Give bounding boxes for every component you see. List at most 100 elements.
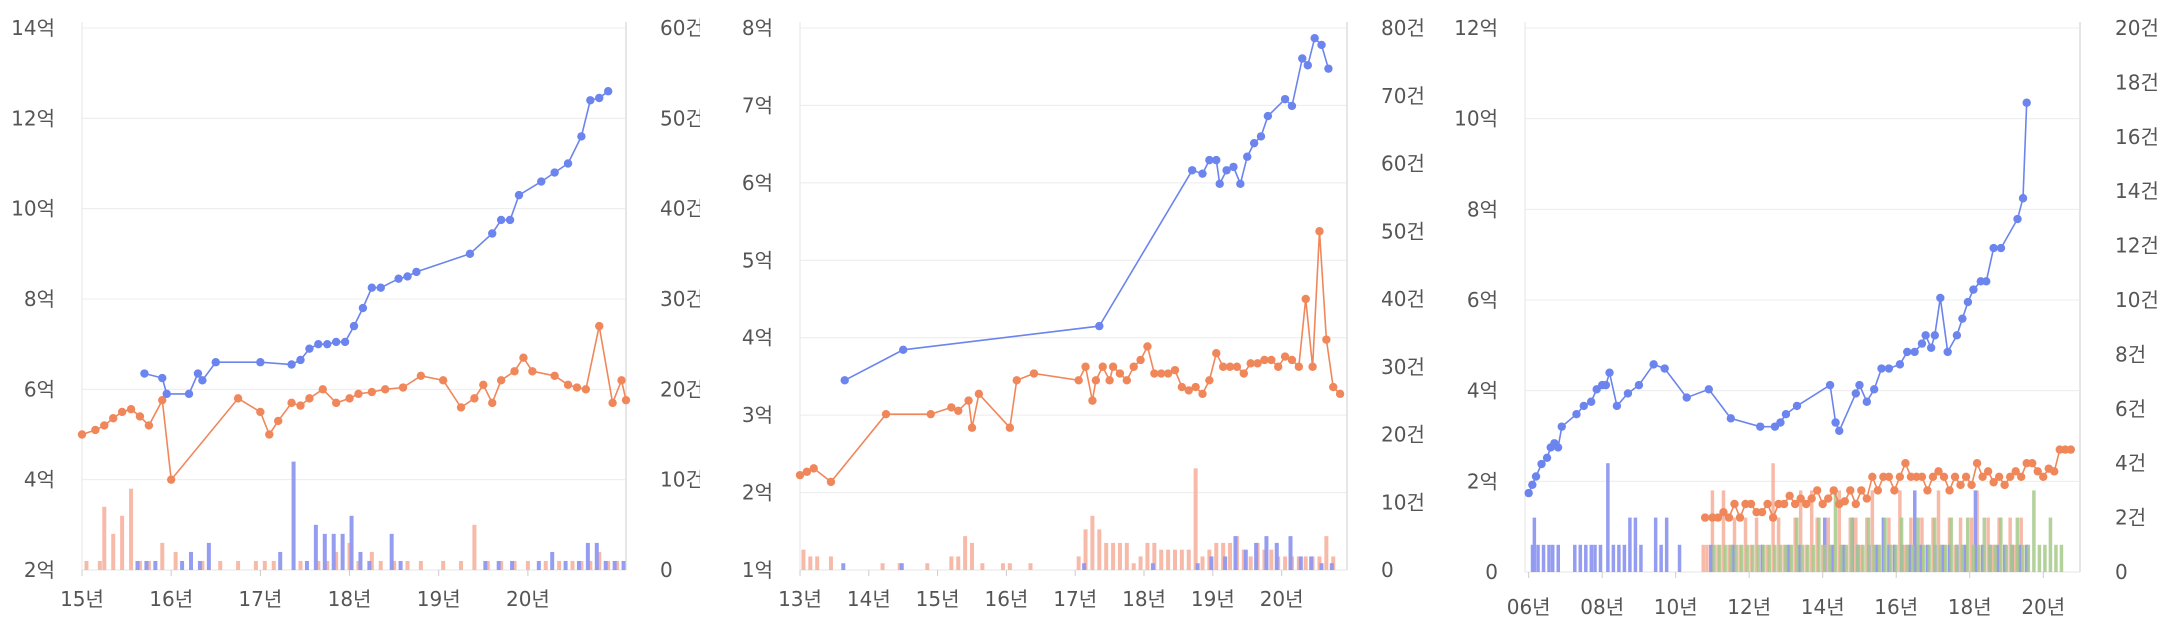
price-series-point	[1572, 409, 1581, 419]
count-series-point	[77, 430, 87, 439]
price-series-point	[1324, 64, 1333, 73]
price-series-point	[1958, 314, 1967, 323]
price-series-line	[1527, 102, 2028, 494]
count-bar-c	[1750, 544, 1755, 572]
count-bar-a	[956, 556, 961, 570]
count-bar-c	[1745, 544, 1749, 572]
count-series-point	[2005, 472, 2015, 481]
count-series-point	[438, 376, 448, 385]
count-bar-b	[358, 551, 363, 570]
x-tick-label: 17년	[1053, 587, 1097, 611]
chart-1-svg: 2억 4억 6억 8억 10억 12억 14억 0 10건 20건 30건 40건 50건 60건 15년 1…	[11, 16, 700, 611]
count-bar-a	[1104, 542, 1109, 570]
count-bar-b	[841, 563, 846, 570]
count-bar-a	[925, 563, 930, 570]
count-bar-c	[1800, 544, 1805, 572]
x-tick-label: 19년	[1191, 587, 1235, 611]
count-series-point	[1115, 369, 1125, 378]
count-series-point	[595, 321, 604, 331]
price-series-point	[193, 369, 203, 378]
count-bar-b	[1209, 556, 1214, 570]
price-series-point	[1198, 169, 1207, 178]
count-series-line	[1705, 448, 2071, 520]
price-series-point	[1222, 166, 1231, 175]
count-bar-b	[144, 560, 149, 570]
price-series-point	[211, 358, 220, 367]
x-tick-label: 18년	[328, 587, 372, 611]
right-tick-label: 10건	[2115, 288, 2159, 312]
count-series-point	[1700, 513, 1710, 522]
price-series-point	[1303, 61, 1312, 70]
right-tick-label: 18건	[2115, 70, 2159, 94]
left-tick-label: 10억	[11, 197, 55, 221]
count-series-point	[479, 380, 488, 390]
count-bar-c	[1850, 517, 1854, 572]
count-series-point	[1928, 472, 1938, 481]
count-bar-a	[808, 556, 813, 570]
count-bar-a	[334, 551, 339, 570]
count-bar-b	[1556, 544, 1560, 572]
count-bar-b	[536, 560, 541, 570]
price-series-point	[305, 344, 314, 353]
x-tick-label: 13년	[778, 587, 822, 611]
count-bar-a	[880, 563, 885, 570]
count-series-point	[1917, 472, 1927, 481]
count-bar-c	[1949, 517, 1953, 572]
right-tick-label: 4건	[2115, 451, 2146, 475]
price-series-point	[1726, 414, 1736, 423]
count-series-point	[1315, 227, 1324, 236]
count-bar-a	[173, 551, 178, 570]
count-bar-b	[180, 560, 185, 570]
count-bar-b	[1830, 544, 1834, 572]
price-series-point	[1205, 155, 1214, 165]
count-bar-a	[369, 551, 374, 570]
count-series-point	[318, 385, 327, 394]
count-bar-b	[1589, 544, 1594, 572]
count-bar-c	[1905, 544, 1909, 572]
count-series-point	[1177, 382, 1187, 392]
count-series-point	[1273, 362, 1283, 371]
count-series-point	[1824, 494, 1833, 503]
count-series-point	[519, 353, 528, 362]
count-bar-a	[1172, 549, 1177, 570]
count-series-point	[1105, 376, 1114, 385]
count-bar-c	[1921, 544, 1926, 572]
count-bar-b	[1530, 544, 1535, 572]
count-bar-c	[2032, 490, 2036, 572]
count-series-point	[1846, 486, 1855, 495]
count-bar-b	[496, 560, 501, 570]
right-tick-label: 40건	[660, 197, 700, 221]
right-tick-label: 70건	[1381, 84, 1425, 108]
right-tick-label: 6건	[2115, 397, 2146, 421]
count-series-point	[581, 385, 591, 394]
price-series-point	[1910, 347, 1919, 357]
count-bar-a	[1870, 490, 1875, 572]
count-series-point	[1136, 355, 1145, 365]
count-series-point	[1719, 507, 1728, 517]
left-tick-label: 14억	[11, 16, 55, 40]
count-bar-b	[1973, 490, 1978, 572]
right-tick-label: 0	[1381, 558, 1394, 582]
price-series-point	[1298, 54, 1307, 63]
count-bar-a	[1090, 515, 1095, 570]
count-series-point	[550, 371, 559, 380]
count-series-point	[826, 477, 836, 487]
price-series-point	[1781, 409, 1791, 419]
count-bar-b	[1664, 517, 1669, 572]
count-bar-a	[557, 560, 562, 570]
count-bar-b	[1288, 536, 1293, 570]
count-series-point	[802, 467, 812, 476]
count-series-point	[1961, 472, 1971, 481]
count-series-point	[1287, 355, 1297, 365]
right-tick-label: 10건	[1381, 490, 1425, 514]
count-bar-b	[1550, 544, 1555, 572]
x-tick-label: 15년	[916, 587, 960, 611]
count-bar-a	[1179, 549, 1184, 570]
count-bar-b	[1797, 544, 1801, 572]
count-series-point	[1934, 467, 1943, 476]
count-series-point	[354, 389, 363, 399]
right-tick-label: 20건	[2115, 16, 2159, 40]
price-series-point	[1623, 389, 1633, 398]
count-series-point	[2066, 445, 2076, 454]
count-series-point	[1232, 362, 1242, 371]
